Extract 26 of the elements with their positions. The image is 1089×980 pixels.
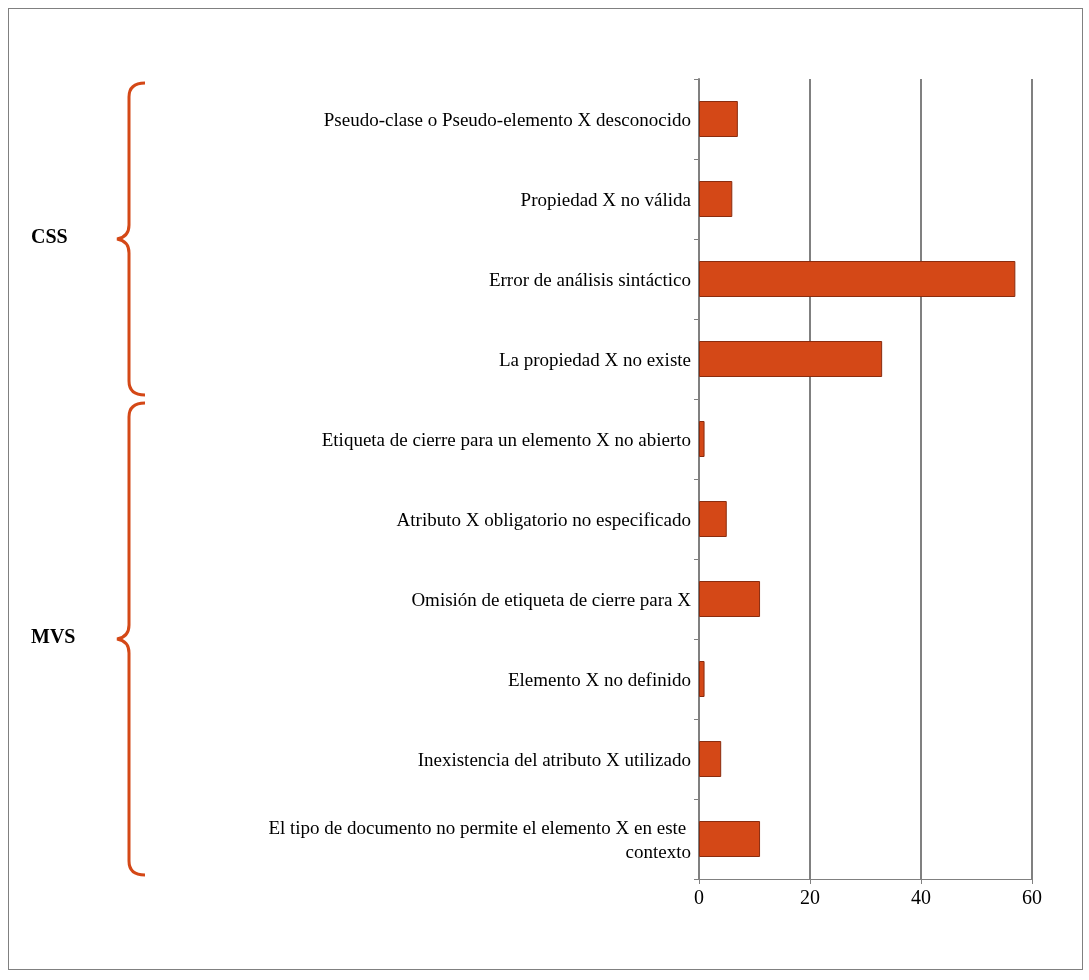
x-tick-label: 60 (1022, 886, 1042, 908)
bar (699, 501, 727, 537)
bar (699, 261, 1016, 297)
y-tick-label: El tipo de documento no permite el elemento X en este contexto (268, 816, 691, 862)
y-tick-label: Pseudo-clase o Pseudo-elemento X desconocido (323, 108, 691, 130)
x-tick-label: 40 (911, 886, 931, 908)
bar (699, 421, 705, 457)
text: MVS (31, 625, 76, 648)
y-tick-label: Elemento X no definido (507, 668, 691, 690)
text: CSS (31, 225, 68, 248)
bar (699, 181, 733, 217)
bar (699, 581, 761, 617)
y-tick-label: Propiedad X no válida (520, 188, 692, 210)
bar (699, 821, 761, 857)
bar (699, 341, 883, 377)
y-tick-label: Atributo X obligatorio no especificado (396, 508, 691, 530)
y-tick-label: Etiqueta de cierre para un elemento X no abierto (321, 428, 691, 450)
y-tick-label: La propiedad X no existe (498, 348, 691, 370)
bar (699, 101, 738, 137)
y-tick-label: Error de análisis sintáctico (488, 268, 691, 290)
x-tick-label: 0 (694, 886, 704, 908)
bar (699, 741, 722, 777)
y-tick-label: Inexistencia del atributo X utilizado (417, 748, 691, 770)
x-tick-label: 20 (800, 886, 820, 908)
bar (699, 661, 705, 697)
y-tick-label: Omisión de etiqueta de cierre para X (411, 588, 692, 610)
